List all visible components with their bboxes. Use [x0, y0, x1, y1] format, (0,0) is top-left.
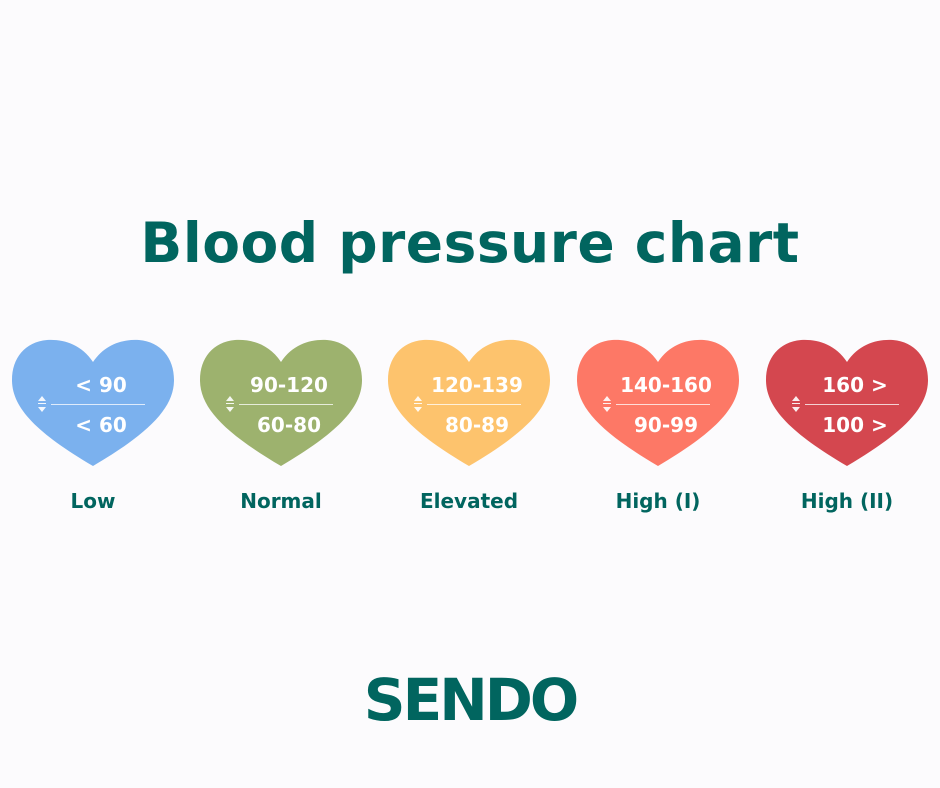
category-label: High (II) — [800, 489, 894, 513]
divider — [616, 404, 710, 405]
heart-shape — [577, 339, 739, 466]
category-label: Normal — [240, 489, 322, 513]
diastolic-value: 80-89 — [445, 413, 509, 437]
diastolic-value: 60-80 — [257, 413, 321, 437]
category-label: High (I) — [615, 489, 701, 513]
divider — [427, 404, 521, 405]
systolic-value: 140-160 — [620, 373, 712, 397]
up-down-arrows-icon — [226, 394, 234, 414]
systolic-value: 160 > — [822, 373, 888, 397]
heart-fill — [388, 339, 550, 466]
heart-icon — [11, 338, 175, 468]
up-down-arrows-icon — [792, 394, 800, 414]
heart-fill — [200, 339, 362, 466]
category-label: Low — [70, 489, 116, 513]
heart-shape — [766, 339, 928, 466]
systolic-value: 120-139 — [431, 373, 523, 397]
divider — [805, 404, 899, 405]
divider — [51, 404, 145, 405]
category-card-normal: 90-120 60-80 Normal — [199, 338, 363, 518]
heart-icon — [765, 338, 929, 468]
systolic-value: 90-120 — [250, 373, 328, 397]
heart-icon — [387, 338, 551, 468]
heart-fill — [577, 339, 739, 466]
diastolic-value: 90-99 — [634, 413, 698, 437]
up-down-arrows-icon — [38, 394, 46, 414]
heart-icon — [199, 338, 363, 468]
divider — [239, 404, 333, 405]
heart-icon — [576, 338, 740, 468]
diastolic-value: 100 > — [822, 413, 888, 437]
up-down-arrows-icon — [603, 394, 611, 414]
category-card-high-1: 140-160 90-99 High (I) — [576, 338, 740, 518]
category-card-low: < 90 < 60 Low — [11, 338, 175, 518]
heart-fill — [12, 339, 174, 466]
heart-shape — [200, 339, 362, 466]
diastolic-value: < 60 — [75, 413, 127, 437]
up-down-arrows-icon — [414, 394, 422, 414]
heart-shape — [12, 339, 174, 466]
page-title: Blood pressure chart — [140, 211, 800, 275]
systolic-value: < 90 — [75, 373, 127, 397]
heart-shape — [388, 339, 550, 466]
category-card-elevated: 120-139 80-89 Elevated — [387, 338, 551, 518]
brand-logo: SENDO — [363, 666, 579, 734]
category-card-high-2: 160 > 100 > High (II) — [765, 338, 929, 518]
heart-fill — [766, 339, 928, 466]
category-label: Elevated — [419, 489, 519, 513]
